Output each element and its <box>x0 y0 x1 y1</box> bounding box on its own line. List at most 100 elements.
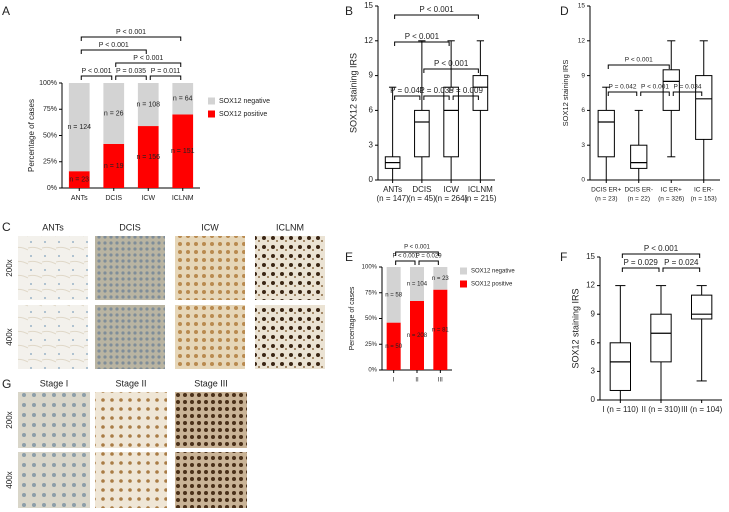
y-tick-label: 0% <box>47 185 57 192</box>
p-value: P < 0.001 <box>419 5 454 14</box>
x-tick-label: IC ER- <box>694 187 714 194</box>
p-value: P < 0.001 <box>392 254 418 260</box>
micrograph <box>95 452 167 508</box>
y-tick-label: 75% <box>365 290 378 296</box>
legend-label: SOX12 negative <box>219 98 270 105</box>
box <box>414 109 430 158</box>
p-value: P < 0.001 <box>405 32 440 41</box>
y-tick-label: 9 <box>369 71 374 80</box>
significance-bracket <box>672 91 703 96</box>
y-tick-label: 6 <box>581 107 585 114</box>
box <box>597 109 615 158</box>
segment-label: n = 50 <box>385 344 403 350</box>
y-tick-label: 3 <box>591 367 596 376</box>
box <box>443 86 459 158</box>
micrograph <box>95 392 167 448</box>
p-value: P < 0.001 <box>81 68 111 75</box>
bar-segment <box>137 83 159 127</box>
y-tick-label: 9 <box>581 72 585 79</box>
segment-label: n = 58 <box>385 292 403 298</box>
y-tick-label: 50% <box>43 132 57 139</box>
row-label: 400x <box>5 471 14 488</box>
significance-bracket <box>640 91 670 96</box>
box <box>650 313 672 363</box>
y-tick-label: 0 <box>581 177 585 184</box>
y-axis-label: SOX12 staining IRS <box>570 288 580 368</box>
x-tick-label: I (n = 110) <box>602 405 638 414</box>
segment-label: n = 23 <box>69 176 89 183</box>
panel-letter: F <box>560 250 567 264</box>
significance-bracket <box>394 14 479 19</box>
x-tick-note: (n = 326) <box>658 196 684 203</box>
y-tick-label: 15 <box>578 3 586 10</box>
x-tick-label: ANTs <box>383 185 402 194</box>
p-value: P < 0.001 <box>133 55 163 62</box>
x-tick-label: I <box>393 378 395 384</box>
micrograph <box>175 452 247 508</box>
significance-bracket <box>115 75 147 80</box>
significance-bracket <box>607 64 670 69</box>
y-tick-label: 75% <box>43 106 57 113</box>
micrograph <box>175 236 245 300</box>
row-label: 200x <box>5 411 14 428</box>
panel-letter: G <box>2 377 11 391</box>
significance-bracket <box>423 68 479 73</box>
x-tick-note: (n = 22) <box>627 196 650 203</box>
x-tick-note: (n = 153) <box>691 196 717 203</box>
micrograph <box>95 236 165 300</box>
x-tick-label: III (n = 104) <box>681 405 722 414</box>
y-tick-label: 9 <box>591 309 596 318</box>
bar-segment <box>386 322 401 370</box>
bar-segment <box>433 289 448 370</box>
significance-bracket <box>418 260 439 265</box>
x-tick-label: DCIS <box>412 185 431 194</box>
panel-letter: B <box>345 4 353 18</box>
p-value: P < 0.001 <box>641 84 669 91</box>
bar-segment <box>68 83 90 172</box>
bar-segment <box>172 114 194 188</box>
legend-swatch <box>208 110 215 118</box>
p-value: P < 0.001 <box>644 244 679 253</box>
p-value: P < 0.001 <box>404 245 430 251</box>
y-tick-label: 50% <box>365 316 378 322</box>
y-axis-label: Percentage of cases <box>349 286 356 350</box>
box <box>630 144 648 169</box>
bar-segment <box>410 300 424 370</box>
panel-letter: E <box>345 250 353 264</box>
segment-label: n = 156 <box>136 154 160 161</box>
column-label: DCIS <box>119 222 141 232</box>
segment-label: n = 64 <box>173 96 193 103</box>
bar-segment <box>172 83 194 115</box>
micrograph <box>18 392 90 448</box>
segment-label: n = 26 <box>104 110 124 117</box>
p-value: P < 0.001 <box>99 42 129 49</box>
segment-label: n = 23 <box>432 276 450 282</box>
significance-bracket <box>80 75 113 80</box>
legend-swatch <box>460 267 467 275</box>
y-tick-label: 15 <box>364 1 373 10</box>
y-axis-label: SOX12 staining IRS <box>348 53 358 133</box>
p-value: P = 0.035 <box>419 86 454 95</box>
bar-segment <box>386 267 401 323</box>
micrograph <box>18 305 88 369</box>
significance-bracket <box>607 91 638 96</box>
y-tick-label: 3 <box>369 140 374 149</box>
significance-bracket <box>80 36 182 41</box>
significance-bracket <box>452 95 479 100</box>
box <box>662 69 680 111</box>
legend-swatch <box>460 280 467 288</box>
x-tick-note: (n = 215) <box>464 194 497 203</box>
x-tick-label: ICLNM <box>172 195 194 202</box>
significance-bracket <box>149 75 182 80</box>
y-tick-label: 0% <box>368 368 377 374</box>
column-label: ICLNM <box>276 222 304 232</box>
significance-bracket <box>115 62 182 67</box>
p-value: P = 0.034 <box>674 84 702 91</box>
significance-bracket <box>395 251 439 256</box>
p-value: P = 0.024 <box>664 258 699 267</box>
significance-bracket <box>394 95 421 100</box>
significance-bracket <box>662 267 701 272</box>
p-value: P = 0.041 <box>390 86 425 95</box>
micrograph <box>255 305 325 369</box>
